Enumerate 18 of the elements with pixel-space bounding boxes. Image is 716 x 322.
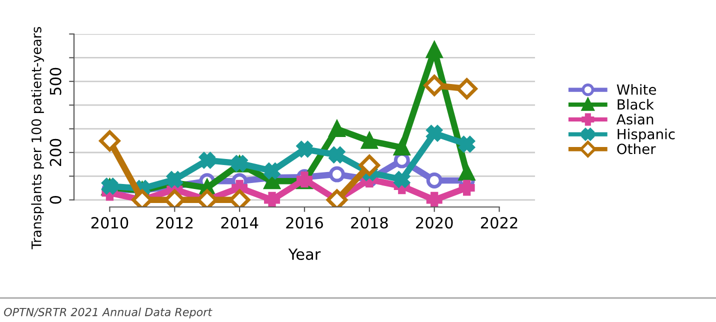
legend-label: Hispanic — [618, 128, 675, 142]
y-tick-label: 200 — [50, 138, 62, 166]
x-tick-label: 2010 — [91, 216, 128, 229]
legend-label: Black — [618, 98, 654, 110]
x-tick-label: 2018 — [351, 216, 388, 229]
y-tick-label: 500 — [50, 68, 62, 95]
y-axis-title: Transplants per 100 patient-years — [31, 27, 44, 250]
text: OPTN/SRTR 2021 Annual Data Report — [4, 308, 212, 318]
legend-label: Other — [617, 143, 656, 154]
legend-label: Asian — [616, 114, 654, 125]
legend-label: White — [616, 84, 656, 95]
x-axis-title: Year — [288, 248, 321, 260]
x-tick-label: 2016 — [286, 216, 323, 229]
x-tick-label: 2020 — [416, 216, 453, 229]
x-tick-label: 2022 — [480, 216, 518, 229]
x-tick-label: 2014 — [221, 216, 258, 229]
y-tick-label: 0 — [50, 196, 62, 204]
x-tick-label: 2012 — [156, 216, 193, 229]
